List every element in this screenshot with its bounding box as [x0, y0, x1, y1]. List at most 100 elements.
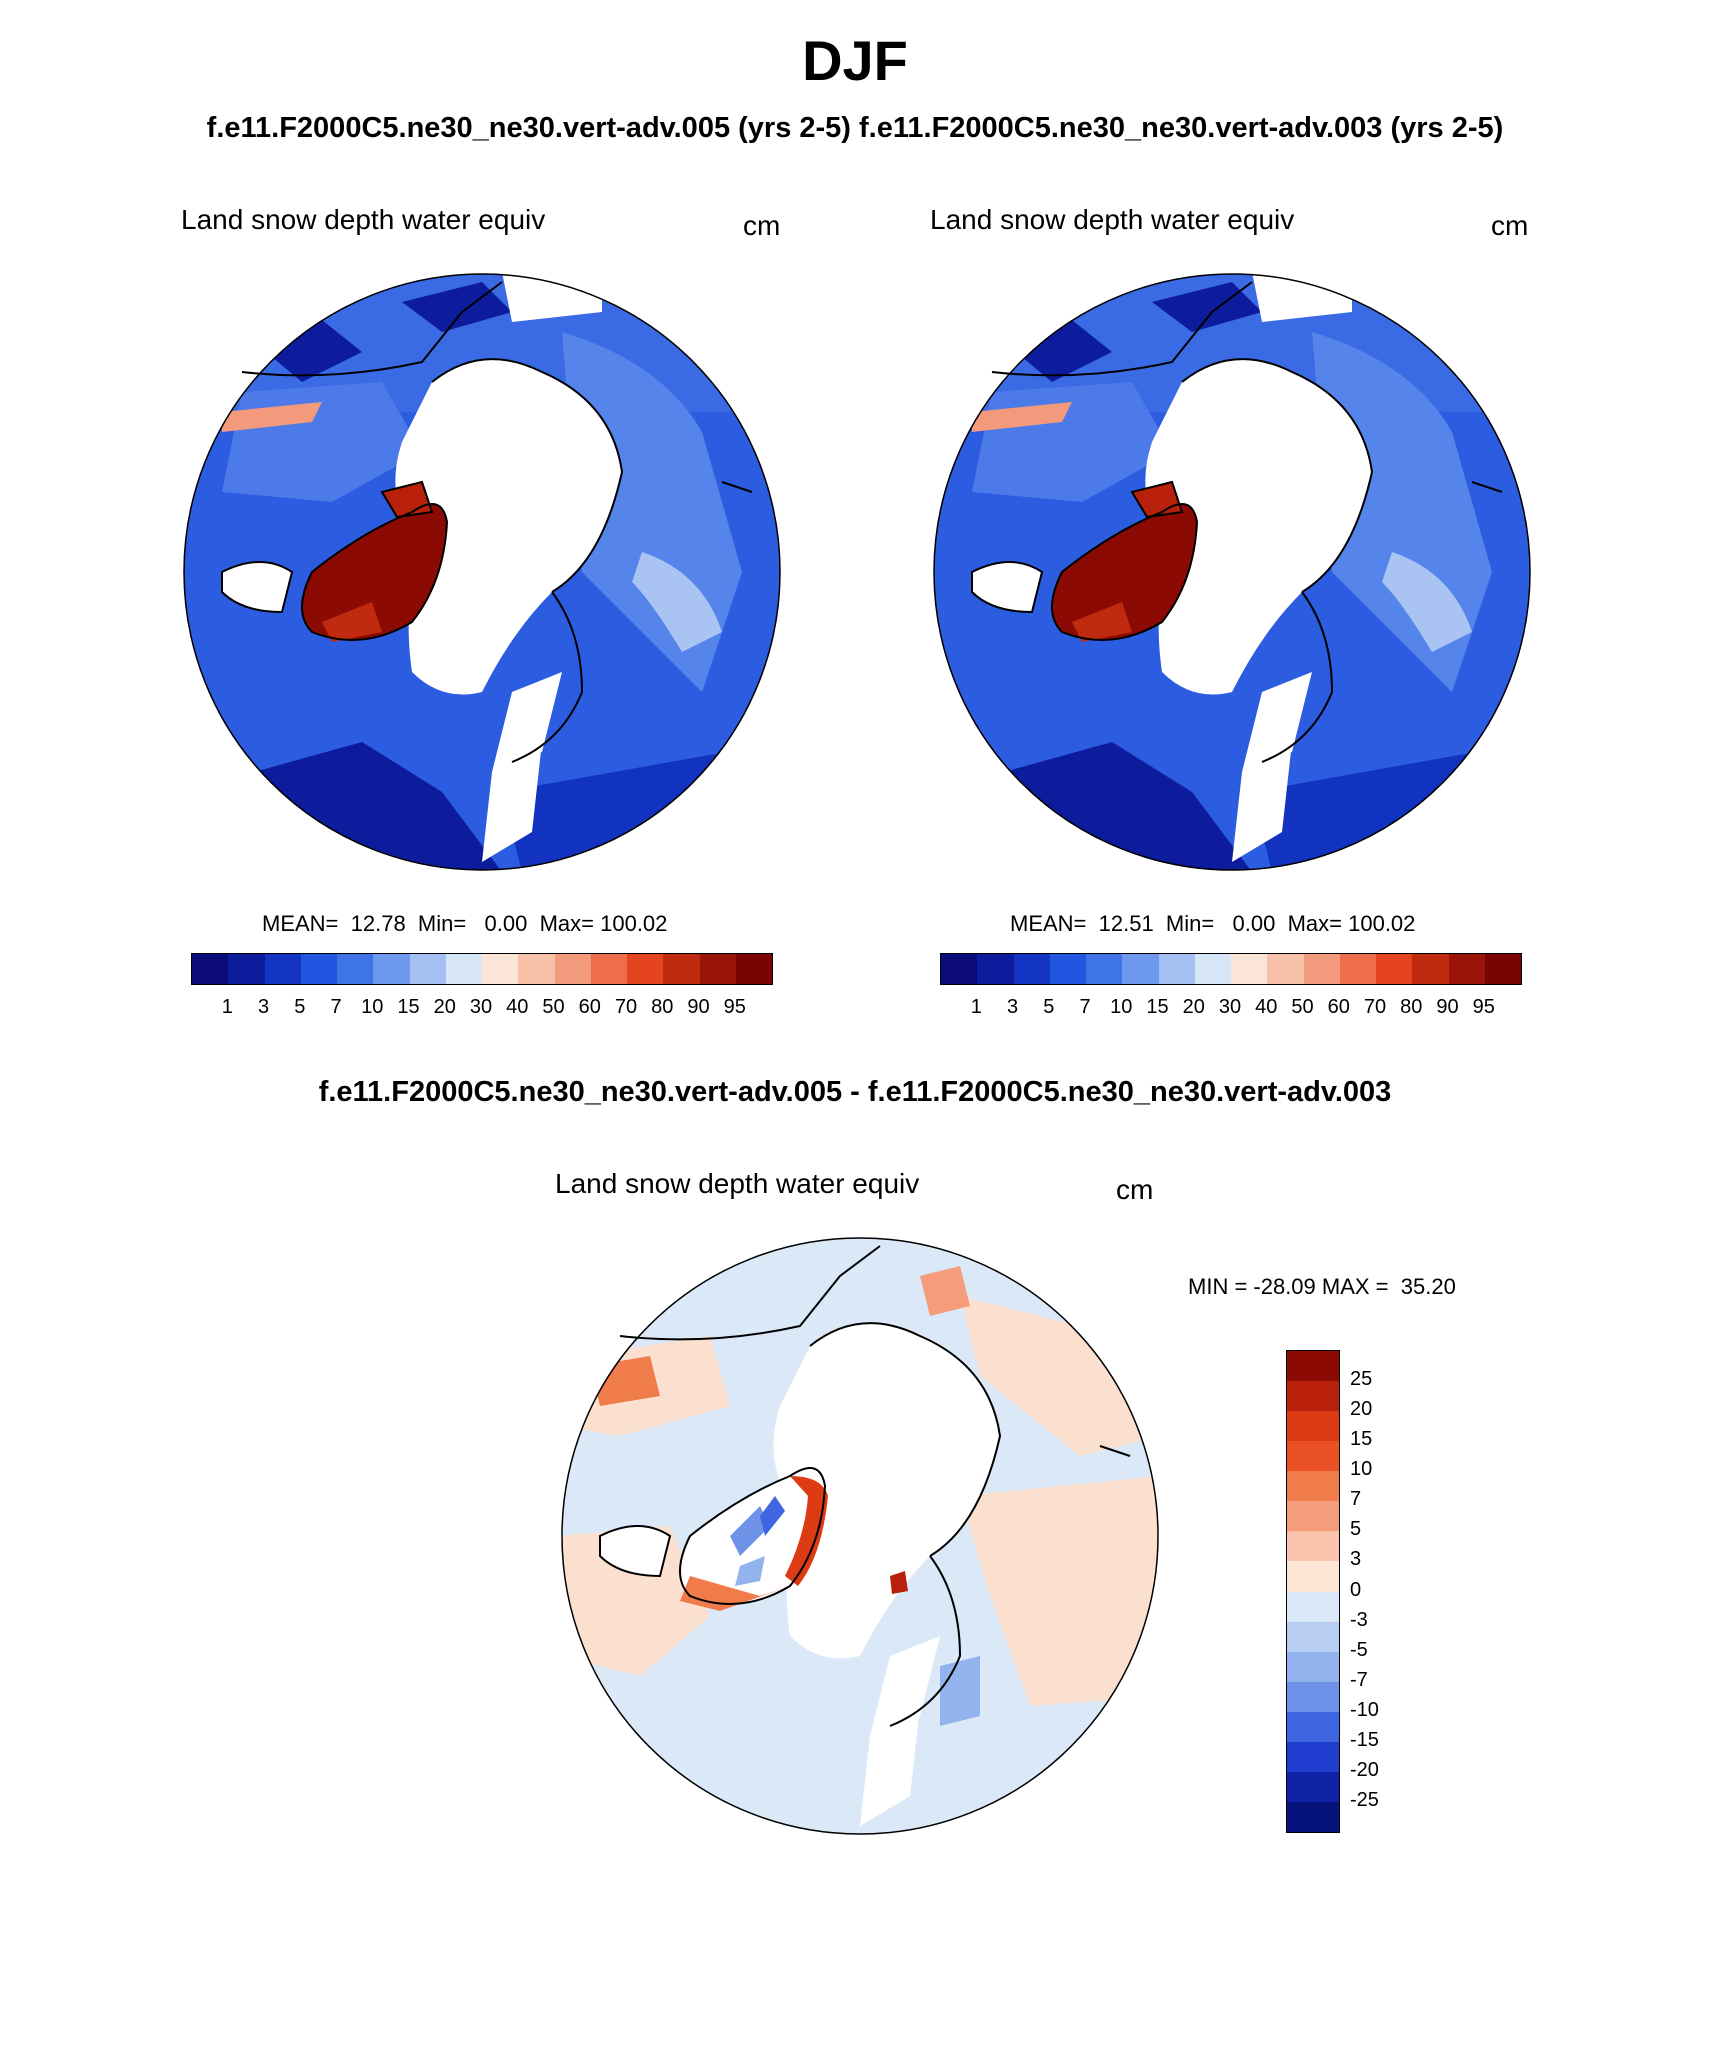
panel2-colorbar-tick-label: 15	[1146, 996, 1169, 1018]
panel1-colorbar-tick-label: 50	[542, 996, 565, 1018]
diff-colorbar-tick-label: -15	[1350, 1728, 1379, 1751]
panel1-colorbar-tick-label: 10	[361, 996, 384, 1018]
diff-colorbar-tick-label: 0	[1350, 1578, 1362, 1601]
diff-colorbar-swatch	[1287, 1351, 1339, 1382]
diff-colorbar-tick-label: 20	[1350, 1398, 1373, 1421]
difference-coastlines	[599, 1245, 1131, 1727]
panel1-colorbar-swatch	[735, 954, 772, 984]
diff-colorbar-swatch	[1287, 1801, 1339, 1832]
panel2-colorbar-tick-label: 3	[1006, 996, 1019, 1018]
diff-colorbar-tick-label: 7	[1350, 1488, 1362, 1511]
panel1-map-border	[183, 273, 781, 871]
panel1-colorbar-swatch	[445, 954, 482, 984]
diff-colorbar-swatch	[1287, 1621, 1339, 1652]
panel2-colorbar-tick-label: 20	[1182, 996, 1205, 1018]
diff-colorbar-tick-label: -25	[1350, 1788, 1379, 1811]
panel1-units-label: cm	[743, 210, 781, 241]
diff-colorbar-tick-label: 5	[1350, 1518, 1362, 1541]
panel2-colorbar-tick-label: 95	[1472, 996, 1495, 1018]
panel1-colorbar-tick-label: 20	[433, 996, 456, 1018]
panel1-colorbar-swatch	[627, 954, 664, 984]
panel1-colorbar-swatch	[663, 954, 700, 984]
panel1-variable-label: Land snow depth water equiv	[181, 204, 546, 235]
panel2-colorbar-tick-label: 10	[1110, 996, 1133, 1018]
diff-colorbar-swatch	[1287, 1651, 1339, 1682]
panel1-colorbar-tick-label: 3	[257, 996, 270, 1018]
panel2-colorbar-swatch	[1484, 954, 1521, 984]
panel2-map-border	[933, 273, 1531, 871]
panel2-colorbar-swatch	[941, 954, 978, 984]
diff-variable-label: Land snow depth water equiv	[555, 1168, 920, 1199]
diff-colorbar-swatch	[1287, 1381, 1339, 1412]
figure-subtitle: f.e11.F2000C5.ne30_ne30.vert-adv.005 (yr…	[206, 112, 1504, 144]
difference-colorbar	[1286, 1350, 1340, 1833]
panel1-polar-map	[183, 273, 781, 871]
panel1-colorbar-swatch	[300, 954, 337, 984]
panel1-colorbar-swatch	[482, 954, 519, 984]
panel1-colorbar-swatch	[264, 954, 301, 984]
panel2-colorbar-swatch	[977, 954, 1014, 984]
panel2-units-label: cm	[1491, 210, 1529, 241]
panel1-colorbar-tick-label: 30	[469, 996, 493, 1018]
panel2-colorbar-labels: 1 3 5 7 10 15 20 30 40 50 60 70 80 90 95	[940, 996, 1520, 1022]
diff-minmax: MIN = -28.09 MAX = 35.20	[1188, 1274, 1456, 1299]
difference-polar-map	[561, 1237, 1159, 1835]
panel1-colorbar-swatch	[409, 954, 446, 984]
panel2-colorbar-tick-label: 40	[1255, 996, 1278, 1018]
panel1-stats: MEAN= 12.78 Min= 0.00 Max= 100.02	[262, 911, 668, 936]
panel1-coastlines	[221, 281, 753, 763]
panel1-colorbar-swatch	[192, 954, 229, 984]
figure-title: DJF	[802, 29, 908, 92]
panel2-polar-map	[933, 273, 1531, 871]
panel2-colorbar-tick-label: 80	[1400, 996, 1423, 1018]
panel1-colorbar-swatch	[518, 954, 555, 984]
panel1-colorbar-tick-label: 90	[687, 996, 710, 1018]
panel2-colorbar-swatch	[1231, 954, 1268, 984]
panel1-colorbar-labels: 1 3 5 7 10 15 20 30 40 50 60 70 80 90 95	[191, 996, 771, 1022]
diff-colorbar-tick-label: 15	[1350, 1428, 1373, 1451]
diff-colorbar-tick-label: 3	[1350, 1548, 1362, 1571]
panel1-colorbar-swatch	[554, 954, 591, 984]
diff-units-label: cm	[1116, 1174, 1154, 1205]
panel2-colorbar-swatch	[1303, 954, 1340, 984]
panel1-colorbar-tick-label: 60	[578, 996, 601, 1018]
panel2-colorbar-swatch	[1158, 954, 1195, 984]
panel1-colorbar-swatch	[373, 954, 410, 984]
panel2-colorbar-swatch	[1122, 954, 1159, 984]
panel1-colorbar-swatch	[228, 954, 265, 984]
panel1-colorbar-tick-label: 1	[221, 996, 233, 1018]
diff-colorbar-swatch	[1287, 1501, 1339, 1532]
difference-title: f.e11.F2000C5.ne30_ne30.vert-adv.005 - f…	[318, 1076, 1392, 1108]
diff-colorbar-swatch	[1287, 1681, 1339, 1712]
panel2-colorbar-swatch	[1086, 954, 1123, 984]
diff-colorbar-swatch	[1287, 1591, 1339, 1622]
panel2-colorbar-swatch	[1049, 954, 1086, 984]
panel2-colorbar-swatch	[1376, 954, 1413, 984]
diff-colorbar-swatch	[1287, 1741, 1339, 1772]
panel2-coastlines	[971, 281, 1503, 763]
panel1-colorbar-tick-label: 80	[651, 996, 674, 1018]
panel1-colorbar-tick-label: 95	[723, 996, 746, 1018]
panel2-colorbar-tick-label: 90	[1436, 996, 1459, 1018]
panel2-colorbar-swatch	[1339, 954, 1376, 984]
diff-colorbar-swatch	[1287, 1711, 1339, 1742]
panel2-colorbar-swatch	[1194, 954, 1231, 984]
diff-colorbar-tick-label: -7	[1350, 1668, 1368, 1691]
diff-colorbar-swatch	[1287, 1561, 1339, 1592]
panel2-variable-label: Land snow depth water equiv	[930, 204, 1295, 235]
panel2-colorbar-tick-label: 7	[1079, 996, 1091, 1018]
diff-colorbar-swatch	[1287, 1441, 1339, 1472]
diff-colorbar-swatch	[1287, 1771, 1339, 1802]
difference-map-border	[561, 1237, 1159, 1835]
panel2-colorbar-swatch	[1267, 954, 1304, 984]
diff-colorbar-tick-label: -20	[1350, 1758, 1379, 1781]
panel1-colorbar-tick-label: 5	[294, 996, 306, 1018]
diff-colorbar-tick-label: 25	[1350, 1368, 1373, 1391]
panel2-colorbar-tick-label: 1	[970, 996, 982, 1018]
difference-field	[562, 1238, 1158, 1834]
diff-colorbar-tick-label: -3	[1350, 1608, 1368, 1631]
diff-colorbar-swatch	[1287, 1411, 1339, 1442]
panel2-colorbar-swatch	[1013, 954, 1050, 984]
panel1-colorbar-tick-label: 40	[506, 996, 529, 1018]
diff-colorbar-tick-label: -5	[1350, 1638, 1368, 1661]
